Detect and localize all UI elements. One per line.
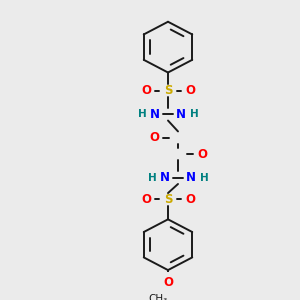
Text: O: O — [185, 84, 195, 97]
Text: O: O — [197, 148, 207, 160]
Text: CH₃: CH₃ — [148, 294, 168, 300]
Text: O: O — [163, 276, 173, 289]
Text: N: N — [150, 108, 160, 121]
Text: O: O — [141, 193, 151, 206]
Text: S: S — [164, 84, 172, 97]
Text: N: N — [186, 171, 196, 184]
Text: H: H — [190, 109, 198, 119]
Text: N: N — [160, 171, 170, 184]
Text: H: H — [200, 172, 208, 183]
Text: H: H — [148, 172, 156, 183]
Text: N: N — [176, 108, 186, 121]
Text: O: O — [185, 193, 195, 206]
Text: O: O — [141, 84, 151, 97]
Text: O: O — [149, 131, 159, 144]
Text: S: S — [164, 193, 172, 206]
Text: H: H — [138, 109, 146, 119]
